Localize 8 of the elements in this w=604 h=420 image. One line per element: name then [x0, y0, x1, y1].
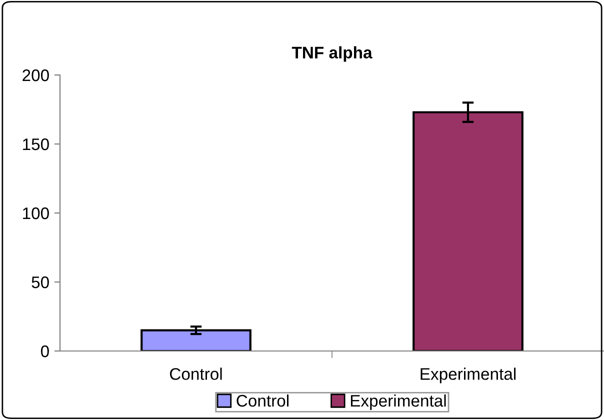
chart-title: TNF alpha — [292, 46, 372, 62]
legend-label: Control — [236, 394, 288, 407]
y-tick-label: 100 — [23, 207, 49, 220]
y-tick-label: 0 — [40, 345, 49, 358]
y-tick-label: 150 — [23, 138, 49, 150]
y-tick-label: 200 — [22, 69, 49, 82]
y-tick-label: 50 — [32, 276, 49, 288]
legend-label: Experimental — [350, 394, 446, 410]
